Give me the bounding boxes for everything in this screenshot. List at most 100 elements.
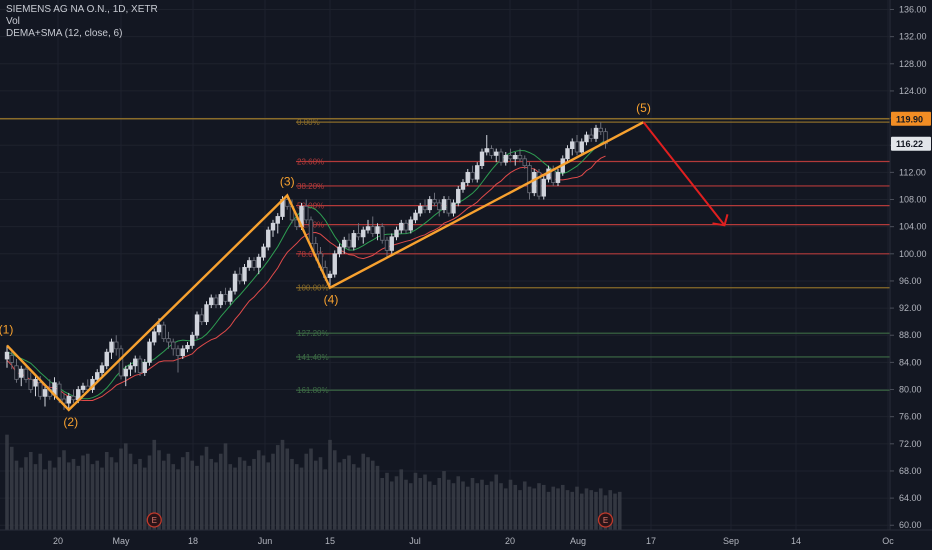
volume-bar	[389, 481, 394, 530]
candle	[532, 168, 537, 197]
candle-body	[403, 222, 409, 231]
volume-bar	[218, 453, 223, 530]
candle-body	[508, 155, 513, 160]
volume-bar	[109, 457, 114, 530]
projection-arrowhead	[712, 214, 729, 227]
volume-bar	[256, 450, 261, 530]
volume-bar	[313, 460, 318, 530]
volume-bar	[527, 486, 532, 530]
volume-bar	[541, 484, 546, 530]
candle-body	[541, 178, 546, 197]
target-price-badge: 119.90	[891, 111, 931, 126]
volume-bar	[380, 478, 385, 530]
fib-label: 50.00%	[297, 202, 324, 211]
volume-bar	[408, 483, 413, 530]
volume-bar	[133, 464, 138, 530]
price-badge-label: 119.90	[896, 114, 923, 124]
candle-body	[133, 358, 138, 367]
candle-body	[498, 151, 504, 163]
volume-bar	[228, 464, 233, 530]
volume-bar	[142, 467, 147, 530]
candle	[152, 328, 157, 346]
candle	[175, 345, 181, 373]
candle-body	[194, 314, 200, 336]
earnings-marker[interactable]: E	[146, 512, 162, 528]
candle-body	[389, 236, 394, 251]
earnings-marker[interactable]: E	[597, 512, 614, 528]
candle	[251, 257, 257, 271]
volume-bar	[598, 488, 603, 530]
volume-bar	[318, 457, 323, 530]
candle-body	[128, 365, 133, 370]
candle-body	[99, 365, 105, 373]
volume-bar	[76, 465, 81, 530]
time-tick-label: Jul	[409, 536, 421, 546]
candle-body	[147, 341, 152, 363]
candle	[465, 168, 470, 186]
candle-body	[242, 266, 247, 282]
indicator-legend[interactable]: DEMA+SMA (12, close, 6)	[6, 28, 123, 39]
time-axis-background	[0, 530, 932, 550]
candle-body	[484, 148, 489, 153]
candle	[346, 233, 352, 251]
candle-body	[370, 226, 375, 234]
candle	[247, 257, 252, 271]
candle-body	[408, 219, 413, 231]
time-tick-label: 14	[791, 536, 801, 546]
candle-body	[251, 260, 257, 268]
volume-bar	[71, 458, 76, 530]
candle	[536, 168, 542, 200]
candle	[118, 345, 124, 380]
volume-bar	[190, 460, 195, 530]
candle	[494, 148, 499, 163]
candle	[128, 362, 133, 376]
volume-bar	[138, 458, 142, 530]
candle	[408, 216, 413, 234]
candle-body	[114, 341, 119, 350]
volume-bar	[90, 464, 95, 530]
fib-label: 38.20%	[297, 182, 324, 191]
volume-bar	[104, 452, 109, 530]
volume-bar	[470, 478, 475, 530]
volume-bar	[114, 462, 119, 530]
candle-body	[427, 199, 432, 211]
volume-bar	[375, 465, 380, 530]
candle-body	[465, 171, 470, 183]
candle	[133, 355, 138, 373]
volume-bar	[508, 479, 513, 530]
candle	[61, 392, 67, 410]
candle	[190, 331, 195, 349]
symbol-title[interactable]: SIEMENS AG NA O.N., 1D, XETR	[6, 4, 158, 15]
volume-bar	[356, 467, 361, 530]
candle	[517, 148, 523, 163]
last-price-badge: 116.22	[891, 136, 931, 151]
volume-bar	[157, 450, 161, 530]
candle-body	[223, 294, 228, 302]
candle	[204, 301, 209, 326]
candle	[104, 348, 109, 370]
volume-bar	[480, 479, 484, 530]
candle-body	[256, 256, 261, 268]
volume-legend[interactable]: Vol	[6, 16, 20, 27]
candle-body	[399, 222, 404, 231]
candle	[66, 392, 71, 410]
candle-body	[470, 171, 475, 180]
candle	[147, 338, 152, 366]
candle	[555, 168, 561, 186]
candle-body	[228, 290, 233, 302]
volume-bar	[304, 453, 309, 530]
candle	[218, 291, 223, 309]
candle	[418, 202, 423, 217]
candle-body	[479, 151, 485, 166]
candle	[437, 199, 442, 217]
volume-bar	[475, 483, 480, 530]
volume-bar	[584, 488, 589, 530]
candle-body	[275, 216, 280, 224]
candle-body	[565, 148, 570, 160]
candle-body	[327, 273, 333, 278]
volume-bar	[52, 467, 57, 530]
volume-bar	[214, 462, 218, 530]
candle	[266, 226, 271, 251]
candle-body	[137, 358, 143, 373]
